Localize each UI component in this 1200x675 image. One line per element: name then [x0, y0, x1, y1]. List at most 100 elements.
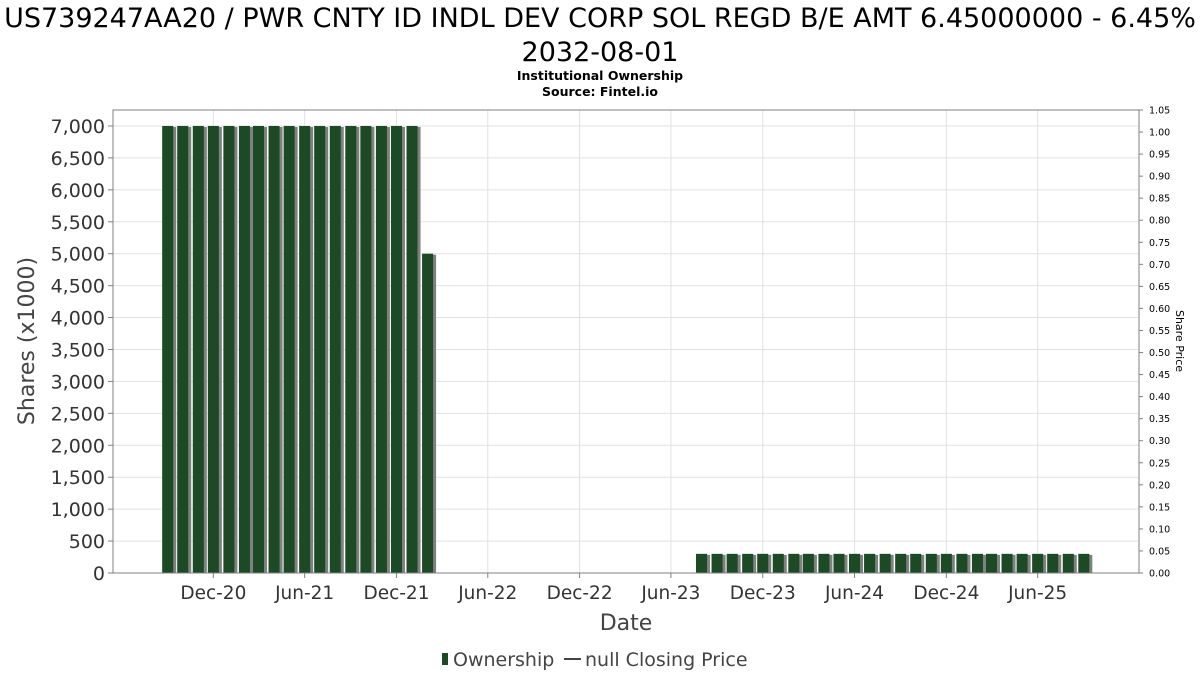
y-tick-label: 4,000 [51, 308, 105, 330]
x-axis-label: Date [600, 611, 653, 636]
y2-tick-label: 0.40 [1149, 392, 1170, 403]
ownership-bar [422, 253, 434, 574]
ownership-bar [695, 553, 708, 573]
ownership-bar [895, 553, 907, 573]
ownership-bar [788, 553, 800, 573]
y2-tick-label: 0.35 [1149, 414, 1170, 425]
ownership-bar [252, 125, 265, 573]
y2-tick-label: 0.55 [1149, 326, 1170, 337]
y-tick-label: 3,500 [51, 339, 105, 361]
ownership-bar [772, 553, 784, 573]
y-axis-left: 0 500 1,000 1,500 2,000 2,500 3,000 3,500 4,000 4… [51, 116, 113, 585]
ownership-bar [726, 553, 738, 573]
x-tick-label: Jun-23 [640, 583, 700, 604]
legend-ownership-swatch [442, 653, 448, 665]
ownership-bar [223, 125, 235, 573]
ownership-bar [711, 553, 723, 573]
y-axis-right: 0.00 0.05 0.10 0.15 0.20 0.25 0.30 0.35 0.40 0.45… [1139, 106, 1170, 580]
ownership-bar [1062, 553, 1074, 573]
y2-tick-label: 0.50 [1149, 348, 1170, 359]
ownership-bar [207, 125, 219, 573]
y2-tick-label: 0.65 [1149, 282, 1170, 293]
ownership-bar [177, 125, 189, 573]
y2-tick-label: 0.75 [1149, 238, 1170, 249]
ownership-bar [864, 553, 876, 573]
legend-ownership-label: Ownership [453, 649, 554, 671]
y-tick-label: 0 [93, 563, 105, 585]
ownership-bar [757, 553, 769, 573]
ownership-bar [192, 125, 204, 573]
y2-tick-label: 0.95 [1149, 150, 1170, 161]
ownership-bar [1047, 553, 1059, 573]
ownership-bar [1001, 553, 1013, 573]
chart-subtitle: Institutional Ownership Source: Fintel.i… [0, 68, 1200, 100]
ownership-bar [345, 125, 357, 573]
x-tick-label: Dec-21 [363, 583, 429, 604]
y2-tick-label: 0.90 [1149, 172, 1170, 183]
y-tick-label: 7,000 [51, 116, 105, 138]
y2-tick-label: 0.85 [1149, 194, 1170, 205]
ownership-bar [162, 125, 174, 573]
y2-tick-label: 0.15 [1149, 502, 1170, 513]
ownership-bar [742, 553, 754, 573]
y2-tick-label: 0.10 [1149, 524, 1170, 535]
y2-tick-label: 0.45 [1149, 370, 1170, 381]
x-tick-label: Dec-24 [913, 583, 979, 604]
y2-tick-label: 0.70 [1149, 260, 1170, 271]
ownership-bar [1016, 553, 1028, 573]
ownership-bar [329, 125, 341, 573]
y2-tick-label: 0.00 [1149, 569, 1170, 580]
ownership-bar [283, 125, 295, 573]
y-tick-label: 3,000 [51, 371, 105, 393]
x-axis: Dec-20 Jun-21 Dec-21 Jun-22 Dec-22 Jun-23 Dec-… [180, 573, 1067, 604]
x-tick-label: Jun-21 [274, 583, 334, 604]
chart-subtitle-line-1: Institutional Ownership [516, 68, 684, 83]
plot-frame [112, 109, 1140, 574]
ownership-bar [1078, 553, 1090, 573]
ownership-bar [985, 553, 998, 573]
x-tick-label: Dec-20 [180, 583, 246, 604]
x-tick-label: Jun-25 [1007, 583, 1067, 604]
y2-tick-label: 1.05 [1149, 106, 1170, 117]
y2-tick-label: 0.20 [1149, 480, 1170, 491]
ownership-bar [299, 125, 311, 573]
legend: Ownership null Closing Price [442, 649, 748, 671]
ownership-bar [925, 553, 937, 573]
y2-axis-label: Share Price [1173, 310, 1186, 372]
y-tick-label: 2,500 [51, 403, 105, 425]
y2-tick-label: 0.30 [1149, 436, 1170, 447]
y-tick-label: 4,500 [51, 276, 105, 298]
ownership-bar [360, 125, 372, 573]
y2-tick-label: 0.80 [1149, 216, 1170, 227]
ownership-bar [314, 125, 326, 573]
y-tick-label: 500 [69, 531, 105, 553]
ownership-bar [833, 553, 845, 573]
ownership-bar [390, 125, 402, 573]
ownership-bar [849, 553, 861, 573]
y-tick-label: 5,000 [51, 244, 105, 266]
y-tick-label: 2,000 [51, 435, 105, 457]
bars-layer [162, 125, 1093, 574]
y-axis-label: Shares (x1000) [15, 257, 40, 425]
chart-title: US739247AA20 / PWR CNTY ID INDL DEV CORP… [4, 3, 1196, 68]
chart-subtitle-line-2: Source: Fintel.io [542, 84, 658, 99]
ownership-bar [818, 553, 830, 573]
y2-tick-label: 0.05 [1149, 546, 1170, 557]
ownership-bar [940, 553, 952, 573]
y2-tick-label: 0.25 [1149, 458, 1170, 469]
y-tick-label: 6,500 [51, 148, 105, 170]
y-tick-label: 1,000 [51, 499, 105, 521]
legend-closing-price-label: null Closing Price [585, 649, 748, 671]
y-tick-label: 5,500 [51, 212, 105, 234]
ownership-bar [268, 125, 280, 573]
x-tick-label: Jun-22 [457, 583, 517, 604]
x-tick-label: Dec-23 [730, 583, 796, 604]
y2-tick-label: 0.60 [1149, 304, 1170, 315]
ownership-bar [971, 553, 983, 573]
x-tick-label: Jun-24 [824, 583, 884, 604]
ownership-bar [238, 125, 250, 573]
y-tick-label: 1,500 [51, 467, 105, 489]
ownership-bar [406, 125, 418, 573]
ownership-bar [910, 553, 922, 573]
